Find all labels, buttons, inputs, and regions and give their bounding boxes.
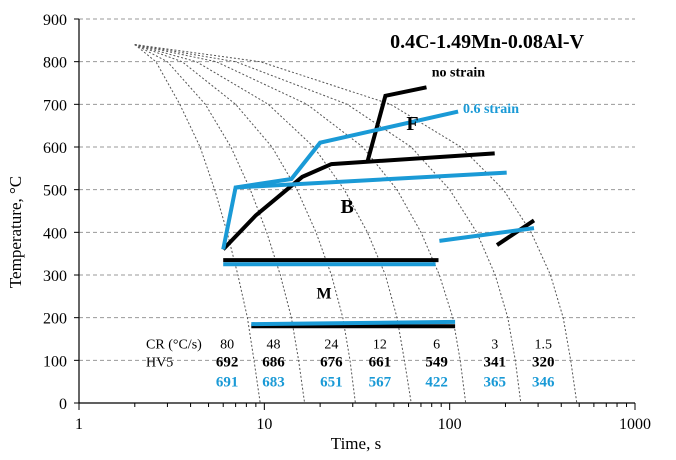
hv-no-strain-4: 549 <box>425 355 448 371</box>
y-tick-label-2: 200 <box>43 311 67 328</box>
y-tick-label-8: 800 <box>43 55 67 72</box>
cooling-curve-5 <box>134 44 522 404</box>
hv-no-strain-3: 661 <box>369 355 392 371</box>
hv-no-strain-1: 686 <box>262 355 285 371</box>
series-0-segment-4 <box>495 218 536 247</box>
y-axis-label: Temperature, °C <box>6 176 25 288</box>
hv-header: HV5 <box>146 356 173 371</box>
y-tick-label-0: 0 <box>59 396 67 413</box>
y-tick-label-6: 600 <box>43 140 67 157</box>
y-tick-label-9: 900 <box>43 12 67 29</box>
cr-value-3: 12 <box>373 337 387 352</box>
phase-label-m: M <box>316 285 331 302</box>
hv-strain-0: 691 <box>216 375 239 391</box>
cooling-curve-2 <box>134 44 356 404</box>
hv-strain-6: 346 <box>532 375 555 391</box>
grid-layer <box>79 18 635 361</box>
hv-no-strain-5: 341 <box>483 355 506 371</box>
cr-value-1: 48 <box>266 337 280 352</box>
series-0-segment-0 <box>221 151 495 251</box>
y-tick-label-3: 300 <box>43 268 67 285</box>
cooling-curve-3 <box>134 44 412 404</box>
hv-strain-1: 683 <box>262 375 285 391</box>
y-tick-label-4: 400 <box>43 225 67 242</box>
hv-strain-2: 651 <box>320 375 343 391</box>
x-tick-label-3: 1000 <box>619 416 651 433</box>
x-axis-label: Time, s <box>331 434 381 453</box>
x-tick-label-1: 10 <box>256 416 272 433</box>
y-tick-label-5: 500 <box>43 183 67 200</box>
phase-label-f: F <box>406 113 418 135</box>
x-tick-label-2: 100 <box>438 416 462 433</box>
cr-value-4: 6 <box>433 337 440 352</box>
cr-value-0: 80 <box>220 337 234 352</box>
hv-no-strain-0: 692 <box>216 355 239 371</box>
tick-labels: 0 100 200 300 400 500 600 700 800 900 1 10 100 1000 <box>43 12 651 433</box>
y-tick-label-1: 100 <box>43 353 67 370</box>
phase-label-b: B <box>341 196 354 218</box>
hv-strain-3: 567 <box>369 375 392 391</box>
cr-value-5: 3 <box>491 337 498 352</box>
series-0-segment-3 <box>365 85 427 163</box>
axes <box>74 18 636 410</box>
series-1-segment-3 <box>251 319 456 327</box>
annotations: no strain 0.6 strain F B M <box>316 66 519 303</box>
hv-no-strain-2: 676 <box>320 355 343 371</box>
series-label-0: no strain <box>432 66 486 81</box>
transformation-lines <box>221 85 536 329</box>
series-1-segment-4 <box>439 226 535 243</box>
hv-strain-4: 422 <box>425 375 448 391</box>
hv-strain-5: 365 <box>483 375 506 391</box>
hv-no-strain-6: 320 <box>532 355 555 371</box>
series-1-segment-1 <box>235 109 459 190</box>
series-label-1: 0.6 strain <box>463 102 519 117</box>
cr-value-2: 24 <box>324 337 338 352</box>
cr-header: CR (°C/s) <box>146 337 202 352</box>
chart-title: 0.4C-1.49Mn-0.08Al-V <box>390 31 584 53</box>
cr-value-6: 1.5 <box>535 337 553 352</box>
y-tick-label-7: 700 <box>43 97 67 114</box>
x-tick-label-0: 1 <box>75 416 83 433</box>
hardness-table: CR (°C/s) HV5 80 48 24 12 6 3 1.5 692 686 676 661 549… <box>146 337 555 390</box>
cooling-curve-4 <box>134 44 467 404</box>
